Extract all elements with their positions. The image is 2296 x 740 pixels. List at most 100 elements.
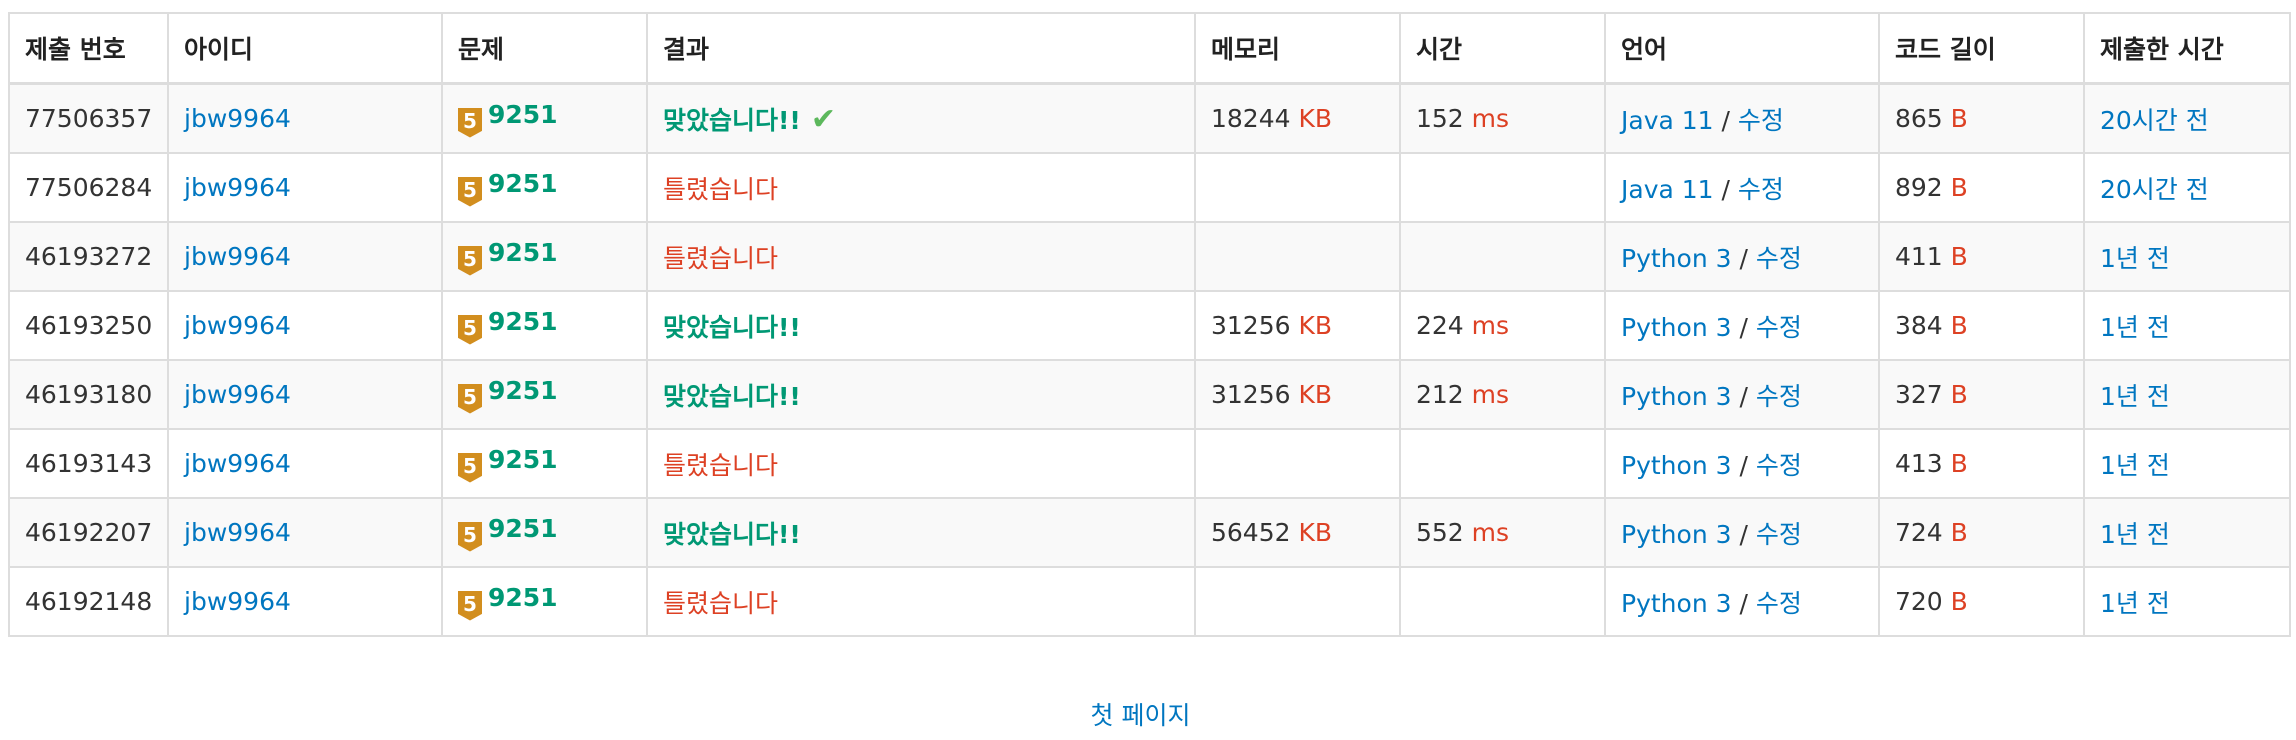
submission-id-cell: 46193143 xyxy=(8,428,169,499)
table-row: 46192207 jbw9964 5 9251 맞았습니다!! 56452 KB … xyxy=(8,497,2291,568)
submission-id: 46193143 xyxy=(25,449,153,478)
time-cell: 152 ms xyxy=(1399,82,1606,154)
column-header-memory: 메모리 xyxy=(1194,12,1401,85)
code-length-unit: B xyxy=(1950,380,1968,409)
table-row: 46193143 jbw9964 5 9251 틀렸습니다 Python 3 / … xyxy=(8,428,2291,499)
problem-link[interactable]: 9251 xyxy=(488,513,558,543)
language-cell: Python 3 / 수정 xyxy=(1604,221,1880,292)
memory-cell: 18244 KB xyxy=(1194,82,1401,154)
submitted-time-cell: 1년 전 xyxy=(2083,221,2291,292)
user-id-cell: jbw9964 xyxy=(167,221,443,292)
submission-id: 46193180 xyxy=(25,380,153,409)
result-text: 맞았습니다!! xyxy=(663,519,801,549)
tier-badge-icon: 5 xyxy=(458,383,482,414)
time-unit: ms xyxy=(1471,380,1510,409)
submitted-time-link[interactable]: 1년 전 xyxy=(2100,381,2170,411)
submission-id-cell: 77506357 xyxy=(8,82,169,154)
edit-link[interactable]: 수정 xyxy=(1755,243,1802,273)
submitted-time-link[interactable]: 20시간 전 xyxy=(2100,174,2209,204)
submitted-time-link[interactable]: 1년 전 xyxy=(2100,588,2170,618)
language-link[interactable]: Python 3 xyxy=(1621,381,1732,411)
result-text: 맞았습니다!! xyxy=(663,312,801,342)
problem-link[interactable]: 9251 xyxy=(488,99,558,129)
result-text: 틀렸습니다 xyxy=(663,450,779,480)
time-cell xyxy=(1399,152,1606,223)
result-cell: 맞았습니다!! xyxy=(646,290,1196,361)
language-cell: Python 3 / 수정 xyxy=(1604,497,1880,568)
submitted-time-link[interactable]: 1년 전 xyxy=(2100,312,2170,342)
result-cell: 틀렸습니다 xyxy=(646,566,1196,637)
user-id-link[interactable]: jbw9964 xyxy=(184,380,291,409)
table-row: 77506284 jbw9964 5 9251 틀렸습니다 Java 11 / 수… xyxy=(8,152,2291,223)
code-length-cell: 384 B xyxy=(1878,290,2085,361)
memory-unit: KB xyxy=(1298,518,1333,547)
submitted-time-link[interactable]: 1년 전 xyxy=(2100,450,2170,480)
user-id-link[interactable]: jbw9964 xyxy=(184,173,291,202)
user-id-link[interactable]: jbw9964 xyxy=(184,311,291,340)
memory-cell xyxy=(1194,566,1401,637)
language-separator: / xyxy=(1731,450,1756,480)
memory-unit: KB xyxy=(1298,311,1333,340)
language-link[interactable]: Python 3 xyxy=(1621,588,1732,618)
result-text: 맞았습니다!! xyxy=(663,381,801,411)
edit-link[interactable]: 수정 xyxy=(1755,450,1802,480)
language-separator: / xyxy=(1731,312,1756,342)
language-separator: / xyxy=(1713,105,1738,135)
problem-link[interactable]: 9251 xyxy=(488,168,558,198)
time-cell xyxy=(1399,221,1606,292)
code-length-value: 411 xyxy=(1895,242,1943,271)
table-row: 46193272 jbw9964 5 9251 틀렸습니다 Python 3 / … xyxy=(8,221,2291,292)
submitted-time-link[interactable]: 20시간 전 xyxy=(2100,105,2209,135)
table-row: 46193180 jbw9964 5 9251 맞았습니다!! 31256 KB … xyxy=(8,359,2291,430)
edit-link[interactable]: 수정 xyxy=(1737,174,1784,204)
table-row: 46193250 jbw9964 5 9251 맞았습니다!! 31256 KB … xyxy=(8,290,2291,361)
result-cell: 맞았습니다!! ✔ xyxy=(646,82,1196,154)
language-link[interactable]: Python 3 xyxy=(1621,243,1732,273)
language-separator: / xyxy=(1731,243,1756,273)
user-id-link[interactable]: jbw9964 xyxy=(184,587,291,616)
language-link[interactable]: Python 3 xyxy=(1621,450,1732,480)
result-text: 맞았습니다!! xyxy=(663,105,801,135)
edit-link[interactable]: 수정 xyxy=(1737,105,1784,135)
submitted-time-link[interactable]: 1년 전 xyxy=(2100,243,2170,273)
language-link[interactable]: Java 11 xyxy=(1621,174,1714,204)
submitted-time-link[interactable]: 1년 전 xyxy=(2100,519,2170,549)
language-separator: / xyxy=(1713,174,1738,204)
memory-value: 31256 xyxy=(1211,380,1291,409)
edit-link[interactable]: 수정 xyxy=(1755,588,1802,618)
column-header-submitted-time: 제출한 시간 xyxy=(2083,12,2291,85)
submission-id: 77506357 xyxy=(25,104,153,133)
user-id-link[interactable]: jbw9964 xyxy=(184,449,291,478)
problem-link[interactable]: 9251 xyxy=(488,237,558,267)
problem-link[interactable]: 9251 xyxy=(488,375,558,405)
user-id-link[interactable]: jbw9964 xyxy=(184,242,291,271)
edit-link[interactable]: 수정 xyxy=(1755,519,1802,549)
code-length-value: 865 xyxy=(1895,104,1943,133)
table-header: 제출 번호 아이디 문제 결과 메모리 시간 언어 코드 길이 제출한 시간 xyxy=(8,12,2291,85)
problem-cell: 5 9251 xyxy=(441,359,648,430)
user-id-link[interactable]: jbw9964 xyxy=(184,104,291,133)
time-value: 152 xyxy=(1416,104,1464,133)
tier-badge-icon: 5 xyxy=(458,176,482,207)
tier-badge-icon: 5 xyxy=(458,107,482,138)
edit-link[interactable]: 수정 xyxy=(1755,381,1802,411)
edit-link[interactable]: 수정 xyxy=(1755,312,1802,342)
memory-value: 31256 xyxy=(1211,311,1291,340)
problem-link[interactable]: 9251 xyxy=(488,582,558,612)
time-value: 224 xyxy=(1416,311,1464,340)
language-link[interactable]: Java 11 xyxy=(1621,105,1714,135)
problem-cell: 5 9251 xyxy=(441,221,648,292)
user-id-cell: jbw9964 xyxy=(167,359,443,430)
problem-link[interactable]: 9251 xyxy=(488,306,558,336)
problem-link[interactable]: 9251 xyxy=(488,444,558,474)
memory-unit: KB xyxy=(1298,104,1333,133)
first-page-link[interactable]: 첫 페이지 xyxy=(1090,701,1191,730)
user-id-link[interactable]: jbw9964 xyxy=(184,518,291,547)
submission-id-cell: 46193250 xyxy=(8,290,169,361)
language-link[interactable]: Python 3 xyxy=(1621,519,1732,549)
language-link[interactable]: Python 3 xyxy=(1621,312,1732,342)
memory-unit: KB xyxy=(1298,380,1333,409)
submitted-time-cell: 20시간 전 xyxy=(2083,82,2291,154)
memory-cell: 56452 KB xyxy=(1194,497,1401,568)
submission-status-table: 제출 번호 아이디 문제 결과 메모리 시간 언어 코드 길이 제출한 시간 7… xyxy=(8,12,2291,637)
